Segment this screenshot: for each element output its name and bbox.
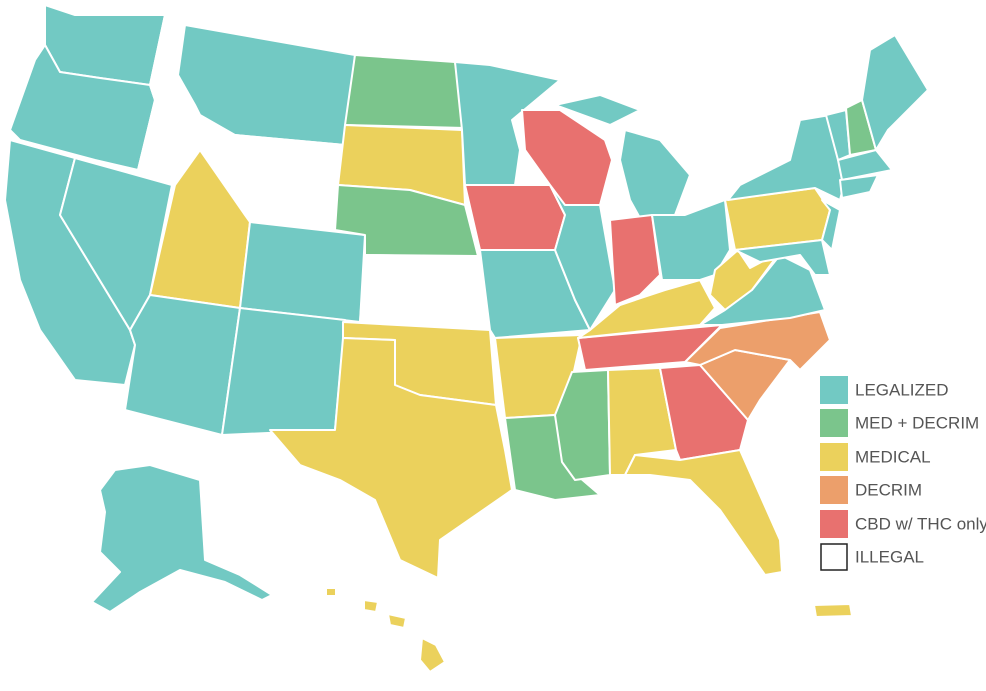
legend-swatch — [820, 510, 848, 538]
state — [325, 587, 337, 597]
state — [861, 34, 929, 151]
legend-swatch — [820, 443, 848, 471]
legend-label: ILLEGAL — [855, 547, 924, 566]
state — [454, 61, 561, 186]
state — [269, 337, 513, 579]
state — [577, 324, 723, 371]
state — [359, 254, 491, 331]
state — [624, 449, 783, 576]
state — [464, 184, 566, 251]
state — [837, 149, 893, 181]
state — [363, 599, 379, 613]
state — [549, 184, 616, 331]
state — [387, 613, 407, 629]
state — [344, 54, 466, 129]
state — [727, 114, 846, 201]
state — [577, 279, 716, 339]
state — [554, 94, 641, 126]
state — [221, 307, 346, 436]
state — [419, 637, 446, 673]
states — [4, 4, 929, 673]
legend-swatch — [820, 543, 848, 571]
legend-swatch — [820, 376, 848, 404]
state — [821, 199, 841, 251]
state — [239, 221, 366, 323]
legend-label: CBD w/ THC only — [855, 514, 986, 533]
legend: LEGALIZED MED + DECRIM MEDICAL DECRIM CB… — [820, 376, 986, 571]
state — [699, 254, 826, 326]
legend-label: DECRIM — [855, 480, 922, 499]
legend-label: MEDICAL — [855, 447, 931, 466]
state — [813, 603, 853, 618]
legend-label: LEGALIZED — [855, 380, 949, 399]
state — [521, 109, 613, 206]
legend-label: MED + DECRIM — [855, 413, 979, 432]
state — [609, 214, 661, 306]
legend-swatch — [820, 476, 848, 504]
state — [619, 129, 691, 219]
state — [124, 294, 241, 436]
state — [177, 24, 356, 146]
legend-swatch — [820, 409, 848, 437]
state — [839, 174, 879, 199]
state — [91, 464, 273, 613]
